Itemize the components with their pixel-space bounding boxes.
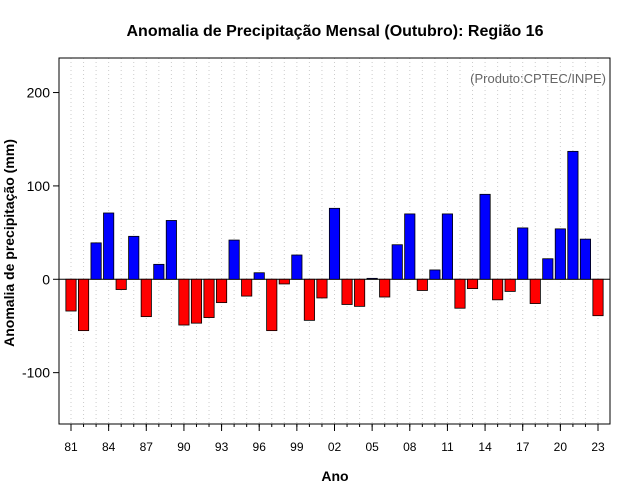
bar-1983 bbox=[90, 242, 102, 280]
bar-2023 bbox=[592, 278, 604, 317]
x-tick-label: 20 bbox=[554, 440, 568, 454]
bar-1994 bbox=[228, 239, 240, 280]
bar-2022 bbox=[579, 238, 591, 280]
x-tick-label: 05 bbox=[365, 440, 379, 454]
bar-1992 bbox=[203, 278, 215, 318]
bar-2000 bbox=[303, 278, 315, 321]
bar-2002 bbox=[328, 207, 341, 280]
bar-1990 bbox=[178, 278, 190, 326]
bar-1988 bbox=[153, 263, 165, 280]
y-axis-label: Anomalia de precipitação (mm) bbox=[1, 139, 17, 347]
bar-2005 bbox=[366, 277, 378, 280]
bar-2017 bbox=[517, 227, 529, 280]
bar-2016 bbox=[504, 278, 516, 292]
bar-2010 bbox=[429, 269, 441, 280]
bar-1982 bbox=[78, 278, 90, 332]
bar-1985 bbox=[115, 278, 127, 290]
x-tick-label: 87 bbox=[140, 440, 154, 454]
x-axis-label: Ano bbox=[321, 468, 348, 484]
annotation: (Produto:CPTEC/INPE) bbox=[470, 71, 606, 86]
bar-1981 bbox=[65, 278, 77, 312]
y-tick-label: 100 bbox=[27, 178, 51, 194]
bar-2018 bbox=[529, 278, 541, 304]
y-tick-label: 200 bbox=[27, 85, 51, 101]
bar-1997 bbox=[266, 278, 278, 332]
bar-2009 bbox=[416, 278, 428, 291]
bar-1984 bbox=[103, 212, 115, 280]
x-tick-label: 93 bbox=[215, 440, 229, 454]
x-tick-label: 11 bbox=[441, 440, 454, 454]
bar-1986 bbox=[128, 235, 140, 280]
x-tick-label: 84 bbox=[102, 440, 116, 454]
x-tick-label: 81 bbox=[64, 440, 78, 454]
y-axis: -100 0 100 200 bbox=[22, 85, 59, 381]
bar-2015 bbox=[492, 278, 504, 301]
chart-title: Anomalia de Precipitação Mensal (Outubro… bbox=[127, 23, 544, 40]
bar-2019 bbox=[542, 258, 554, 280]
bar-1989 bbox=[165, 220, 177, 280]
y-tick-label: 0 bbox=[42, 271, 50, 287]
bar-1996 bbox=[253, 272, 265, 280]
bar-1987 bbox=[140, 278, 152, 318]
x-tick-label: 17 bbox=[516, 440, 530, 454]
y-tick-label: -100 bbox=[22, 365, 50, 381]
bar-2021 bbox=[567, 150, 579, 280]
grid-lines bbox=[70, 58, 599, 424]
bar-2001 bbox=[316, 278, 328, 299]
bar-2004 bbox=[354, 278, 366, 307]
bar-2012 bbox=[454, 278, 466, 309]
bar-1995 bbox=[241, 278, 253, 297]
bar-2008 bbox=[404, 213, 416, 280]
bar-1999 bbox=[291, 254, 303, 280]
x-tick-label: 96 bbox=[253, 440, 267, 454]
x-tick-label: 08 bbox=[403, 440, 417, 454]
bar-1991 bbox=[190, 278, 203, 324]
bar-1993 bbox=[216, 278, 228, 304]
bar-2011 bbox=[441, 213, 453, 280]
x-tick-label: 23 bbox=[591, 440, 605, 454]
bar-2020 bbox=[554, 228, 566, 280]
x-axis: 81 84 87 90 93 96 99 02 05 08 11 14 17 20 23 bbox=[64, 424, 605, 454]
x-tick-label: 99 bbox=[290, 440, 304, 454]
x-tick-label: 02 bbox=[328, 440, 342, 454]
bar-2013 bbox=[466, 278, 479, 290]
x-tick-label: 90 bbox=[177, 440, 191, 454]
bar-1998 bbox=[278, 278, 290, 285]
bar-2007 bbox=[391, 244, 403, 280]
bars bbox=[65, 150, 604, 332]
x-tick-label: 14 bbox=[478, 440, 492, 454]
bar-2003 bbox=[341, 278, 353, 305]
bar-2014 bbox=[479, 193, 491, 280]
bar-2006 bbox=[379, 278, 391, 298]
